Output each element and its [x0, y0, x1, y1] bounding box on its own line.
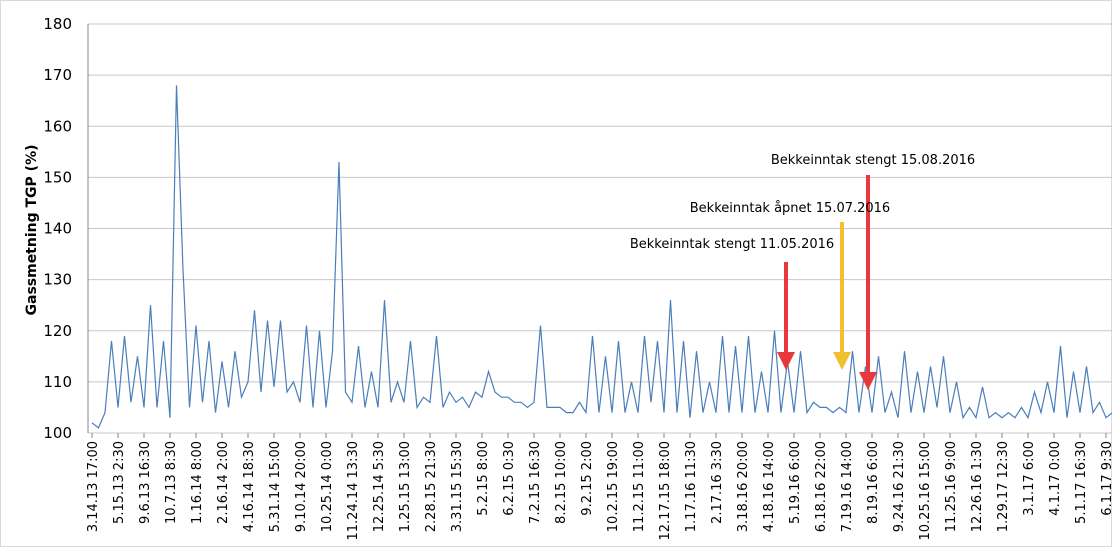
x-tick-label: 6.18.16 22:00 [814, 441, 829, 532]
annotation: Bekkeinntak åpnet 15.07.2016 [690, 201, 890, 216]
annotation: Bekkeinntak stengt 11.05.2016 [630, 237, 834, 252]
x-tick-label: 1.16.14 8:00 [190, 441, 205, 524]
x-tick-label: 8.19.16 6:00 [866, 441, 881, 524]
x-tick-label: 2.17.16 3:30 [710, 441, 725, 524]
x-tick-label: 3.31.15 15:30 [450, 441, 465, 532]
x-tick-label: 3.14.13 17:00 [86, 441, 101, 532]
x-tick-label: 5.31.14 15:00 [268, 441, 283, 532]
x-tick-label: 10.2.15 19:00 [606, 441, 621, 532]
arrow-head [777, 352, 795, 370]
x-tick-label: 3.18.16 20:00 [736, 441, 751, 532]
x-tick-label: 3.1.17 6:00 [1022, 441, 1037, 516]
x-tick-label: 11.25.16 9:00 [944, 441, 959, 532]
x-tick-label: 5.19.16 6:00 [788, 441, 803, 524]
x-tick-label: 9.24.16 21:30 [892, 441, 907, 532]
arrow-head [833, 352, 851, 370]
x-tick-label: 1.17.16 11:30 [684, 441, 699, 532]
y-tick-label: 120 [43, 322, 72, 340]
arrows [777, 175, 877, 390]
x-tick-label: 9.6.13 16:30 [138, 441, 153, 524]
y-tick-label: 160 [43, 117, 72, 135]
y-tick-label: 130 [43, 271, 72, 289]
x-tick-label: 8.2.15 10:00 [554, 441, 569, 524]
data-line [91, 85, 1112, 429]
y-tick-label: 180 [43, 15, 72, 33]
y-tick-label: 150 [43, 168, 72, 186]
x-tick-label: 12.25.14 5:30 [372, 441, 387, 532]
x-tick-label: 4.18.16 14:00 [762, 441, 777, 532]
x-tick-label: 2.16.14 2:00 [216, 441, 231, 524]
x-tick-label: 6.2.15 0:30 [502, 441, 517, 516]
y-tick-label: 170 [43, 66, 72, 84]
x-tick-label: 10.25.14 0:00 [320, 441, 335, 532]
x-tick-label: 11.24.14 13:30 [346, 441, 361, 541]
x-tick-label: 6.1.17 9:30 [1100, 441, 1112, 516]
x-tick-label: 1.29.17 12:30 [996, 441, 1011, 532]
x-tick-label: 5.15.13 2:30 [112, 441, 127, 524]
x-tick-label: 10.25.16 15:00 [918, 441, 933, 541]
x-tick-label: 4.16.14 18:30 [242, 441, 257, 532]
annotation: Bekkeinntak stengt 15.08.2016 [771, 153, 975, 168]
y-tick-label: 100 [43, 424, 72, 442]
y-axis-label: Gassmetning TGP (%) [24, 144, 40, 315]
x-tick-label: 9.10.14 20:00 [294, 441, 309, 532]
x-tick-label: 9.2.15 2:00 [580, 441, 595, 516]
x-tick-label: 10.7.13 8:30 [164, 441, 179, 524]
x-tick-label: 7.2.15 16:30 [528, 441, 543, 524]
y-tick-label: 140 [43, 220, 72, 238]
x-tick-label: 7.19.16 14:00 [840, 441, 855, 532]
arrow-head [859, 372, 877, 390]
x-tick-label: 5.2.15 8:00 [476, 441, 491, 516]
x-tick-label: 4.1.17 0:00 [1048, 441, 1063, 516]
x-tick-label: 2.28.15 21:30 [424, 441, 439, 532]
x-tick-label: 1.25.15 13:00 [398, 441, 413, 532]
y-tick-label: 110 [43, 373, 72, 391]
x-tick-label: 11.2.15 11:00 [632, 441, 647, 532]
x-tick-label: 12.26.16 1:30 [970, 441, 985, 532]
x-tick-label: 12.17.15 18:00 [658, 441, 673, 541]
x-tick-label: 5.1.17 16:30 [1074, 441, 1089, 524]
